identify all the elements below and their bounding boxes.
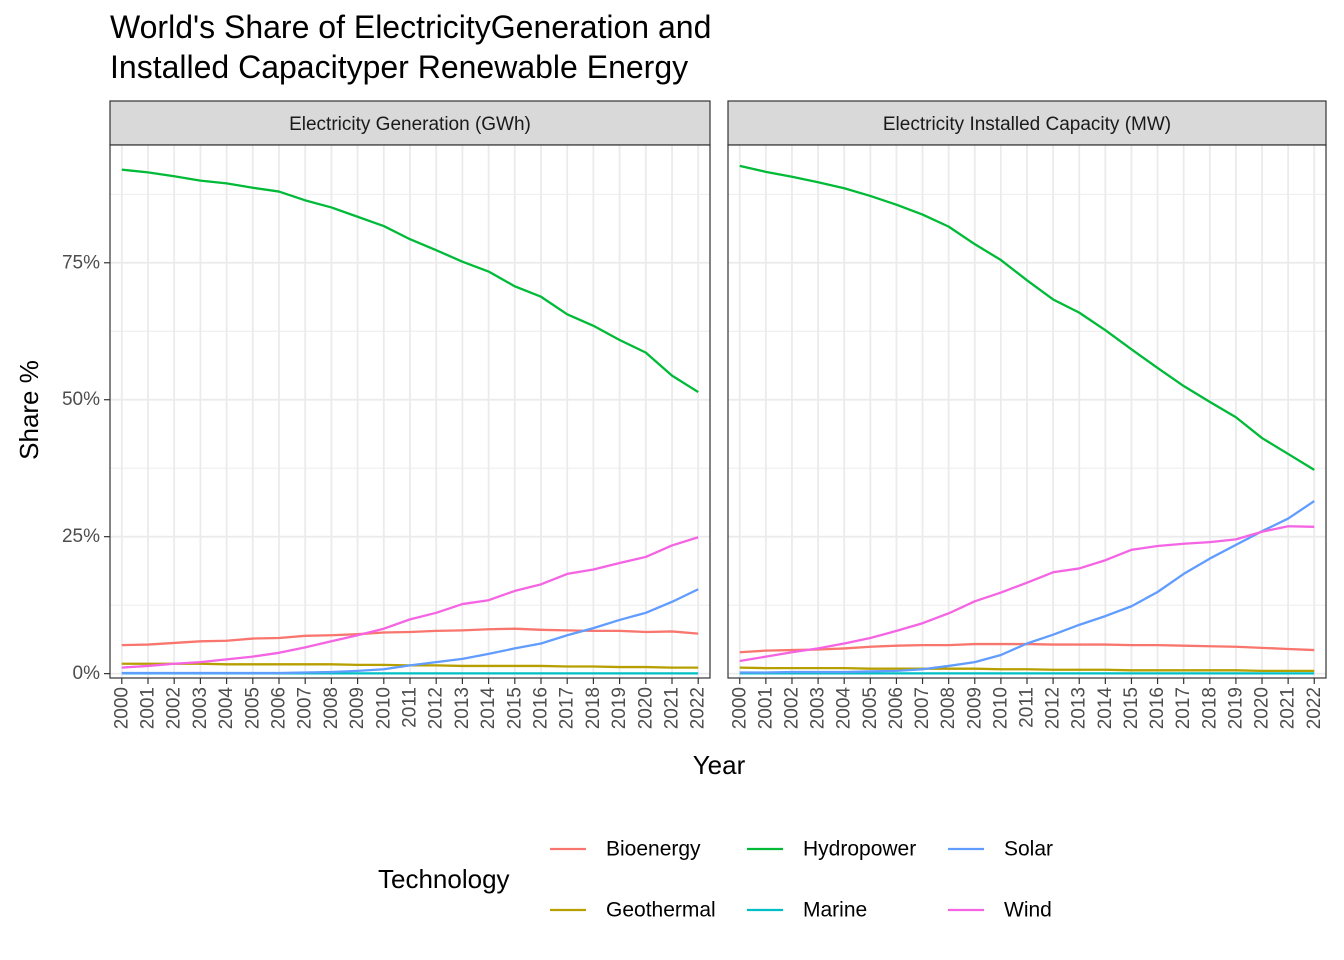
panel-2: Electricity Installed Capacity (MW)2000 2… bbox=[727, 100, 1327, 729]
y-tick-label: 25% bbox=[62, 526, 100, 547]
x-tick-label: 2005 bbox=[242, 687, 263, 729]
x-tick-label: 2019 bbox=[609, 687, 630, 729]
legend-label: Bioenergy bbox=[606, 838, 701, 861]
x-tick-label: 2007 bbox=[295, 687, 316, 729]
x-tick-label: 2021 bbox=[1278, 687, 1299, 729]
panel-1: Electricity Generation (GWh) 2000 2001 2002… bbox=[109, 100, 711, 730]
x-tick-label: 2003 bbox=[190, 687, 211, 729]
x-tick-label: 2010 bbox=[373, 687, 394, 729]
x-tick-label: 2011 bbox=[1017, 687, 1038, 728]
legend-item-wind: Wind bbox=[948, 899, 1052, 922]
x-tick-label: 2006 bbox=[886, 687, 907, 729]
x-tick-label: 2009 bbox=[964, 687, 985, 729]
y-tick-label: 50% bbox=[62, 389, 100, 410]
x-tick-label: 2018 bbox=[583, 687, 604, 729]
legend-item-geothermal: Geothermal bbox=[550, 899, 716, 922]
x-tick-label: 2001 bbox=[137, 687, 158, 729]
x-tick-label: 2008 bbox=[321, 687, 342, 729]
gridlines bbox=[110, 145, 710, 678]
facet-strip bbox=[109, 100, 711, 146]
x-tick-label: 2004 bbox=[834, 687, 855, 730]
legend-label: Solar bbox=[1004, 838, 1053, 861]
x-tick-label: 2015 bbox=[1121, 687, 1142, 729]
x-axis-ticks: 2000 2001 2002 2003 2004 2005 2006 2007 2008 2009… bbox=[729, 678, 1325, 729]
series-line-wind bbox=[739, 525, 1315, 663]
x-tick-label: 2020 bbox=[1252, 687, 1273, 729]
x-tick-label: 2010 bbox=[990, 687, 1011, 729]
legend: Technology Bioenergy Geothermal Hydropower… bbox=[378, 838, 1053, 922]
legend-entries: Bioenergy Geothermal Hydropower Marine Solar… bbox=[550, 838, 1053, 922]
legend-item-hydropower: Hydropower bbox=[747, 838, 916, 861]
x-tick-label: 2014 bbox=[1095, 687, 1116, 730]
x-tick-label: 2012 bbox=[426, 687, 447, 729]
legend-label: Geothermal bbox=[606, 899, 716, 922]
x-tick-label: 2015 bbox=[504, 687, 525, 729]
chart-title-line-2: Installed Capacityper Renewable Energy bbox=[110, 49, 688, 85]
x-tick-label: 2006 bbox=[269, 687, 290, 729]
x-tick-label: 2021 bbox=[662, 687, 683, 729]
x-tick-label: 2002 bbox=[164, 687, 185, 729]
legend-label: Hydropower bbox=[803, 838, 916, 861]
x-tick-label: 2018 bbox=[1199, 687, 1220, 729]
x-tick-label: 2007 bbox=[912, 687, 933, 729]
x-tick-label: 2022 bbox=[688, 687, 709, 729]
legend-label: Wind bbox=[1004, 899, 1052, 922]
x-tick-label: 2008 bbox=[938, 687, 959, 729]
series-line-solar bbox=[739, 500, 1315, 674]
series-line-hydropower bbox=[121, 168, 699, 394]
x-tick-label: 2009 bbox=[347, 687, 368, 729]
x-tick-label: 2004 bbox=[216, 687, 237, 730]
x-tick-label: 2000 bbox=[111, 687, 132, 729]
x-tick-label: 2012 bbox=[1043, 687, 1064, 729]
series-line-geothermal bbox=[739, 666, 1315, 673]
x-tick-label: 2022 bbox=[1304, 687, 1325, 729]
facet-panels: Electricity Generation (GWh)2000 2001 2002… bbox=[109, 100, 1327, 730]
x-axis-ticks: 2000 2001 2002 2003 2004 2005 2006 2007 2008 2009… bbox=[111, 678, 709, 730]
series-line-hydropower bbox=[739, 164, 1315, 471]
facet-strip-label: Electricity Generation (GWh) bbox=[289, 114, 531, 135]
x-tick-label: 2013 bbox=[452, 687, 473, 729]
x-tick-label: 2016 bbox=[1147, 687, 1168, 729]
y-axis: 0% 25% 50% 75% bbox=[62, 252, 110, 684]
series-line-wind bbox=[121, 536, 699, 669]
chart-title-line-1: World's Share of ElectricityGeneration a… bbox=[110, 9, 711, 45]
y-axis-title: Share % bbox=[14, 360, 44, 460]
series-line-bioenergy bbox=[121, 627, 699, 647]
facet-strip bbox=[727, 100, 1327, 146]
x-tick-label: 2003 bbox=[808, 687, 829, 729]
y-tick-label: 75% bbox=[62, 252, 100, 273]
legend-item-marine: Marine bbox=[747, 899, 867, 922]
x-tick-label: 2000 bbox=[729, 687, 750, 729]
x-tick-label: 2019 bbox=[1225, 687, 1246, 729]
x-tick-label: 2013 bbox=[1069, 687, 1090, 729]
x-tick-label: 2002 bbox=[781, 687, 802, 729]
y-tick-label: 0% bbox=[73, 663, 101, 684]
x-tick-label: 2005 bbox=[860, 687, 881, 729]
legend-item-bioenergy: Bioenergy bbox=[550, 838, 701, 861]
x-tick-label: 2017 bbox=[1173, 687, 1194, 729]
x-tick-label: 2011 bbox=[400, 687, 421, 728]
x-tick-label: 2020 bbox=[635, 687, 656, 729]
legend-item-solar: Solar bbox=[948, 838, 1053, 861]
x-tick-label: 2017 bbox=[557, 687, 578, 729]
gridlines bbox=[728, 145, 1326, 678]
x-tick-label: 2016 bbox=[531, 687, 552, 729]
x-tick-label: 2014 bbox=[478, 687, 499, 730]
x-tick-label: 2001 bbox=[755, 687, 776, 729]
legend-title: Technology bbox=[378, 864, 510, 894]
legend-label: Marine bbox=[803, 899, 867, 922]
facet-strip-label: Electricity Installed Capacity (MW) bbox=[883, 114, 1171, 135]
x-axis-title: Year bbox=[693, 750, 746, 780]
series-line-solar bbox=[121, 588, 699, 675]
